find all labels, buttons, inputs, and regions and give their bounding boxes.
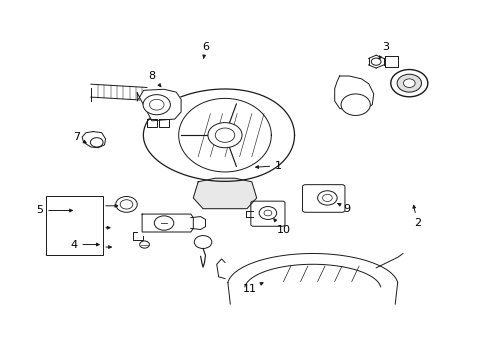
Circle shape <box>207 123 242 148</box>
Polygon shape <box>193 178 256 209</box>
Text: 9: 9 <box>337 203 350 214</box>
FancyBboxPatch shape <box>302 185 344 212</box>
Circle shape <box>396 74 421 92</box>
Polygon shape <box>82 132 105 148</box>
Text: 6: 6 <box>202 42 208 58</box>
Bar <box>46 196 103 255</box>
Polygon shape <box>137 89 181 121</box>
Text: 3: 3 <box>378 42 388 59</box>
FancyBboxPatch shape <box>250 201 285 226</box>
Circle shape <box>390 69 427 97</box>
Text: 10: 10 <box>273 219 290 235</box>
Text: 11: 11 <box>242 283 263 294</box>
Text: 1: 1 <box>255 161 282 171</box>
Circle shape <box>116 197 137 212</box>
Circle shape <box>143 95 170 115</box>
Text: 8: 8 <box>148 71 161 87</box>
Polygon shape <box>142 214 193 232</box>
Polygon shape <box>334 76 373 111</box>
Circle shape <box>340 94 369 116</box>
Text: 5: 5 <box>36 206 72 216</box>
Polygon shape <box>178 98 271 172</box>
Text: 2: 2 <box>412 205 420 228</box>
Circle shape <box>403 79 414 87</box>
Text: 7: 7 <box>73 132 86 143</box>
Text: 4: 4 <box>70 239 99 249</box>
